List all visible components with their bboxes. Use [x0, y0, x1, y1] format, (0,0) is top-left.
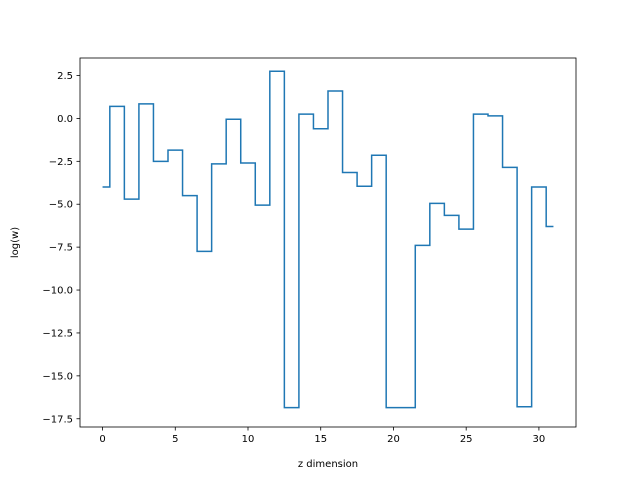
series-line-0	[102, 70, 554, 409]
x-tick-label: 15	[314, 434, 327, 445]
plot-layer	[102, 70, 554, 409]
x-tick-label: 5	[172, 434, 178, 445]
x-tick-label: 10	[242, 434, 255, 445]
y-tick-label: 2.5	[57, 71, 73, 82]
y-tick-label: −17.5	[42, 414, 73, 425]
y-tick-label: 0.0	[57, 114, 73, 125]
x-axis-ticks: 0 5 10 15 20 25 30	[99, 427, 545, 445]
y-tick-label: −10.0	[42, 286, 73, 297]
axes-frame	[79, 57, 577, 428]
y-tick-label: −2.5	[49, 157, 73, 168]
y-tick-label: −7.5	[49, 243, 73, 254]
y-axis-label: log(w)	[10, 227, 21, 258]
y-tick-label: −12.5	[42, 328, 73, 339]
x-tick-label: 0	[99, 434, 105, 445]
x-axis-label: z dimension	[298, 459, 358, 470]
y-tick-label: −15.0	[42, 371, 73, 382]
y-axis-ticks: 2.5 0.0 −2.5 −5.0 −7.5 −10.0 −12.5 −15.0 −17.5	[42, 71, 80, 425]
y-tick-label: −5.0	[49, 200, 73, 211]
x-tick-label: 25	[460, 434, 473, 445]
x-tick-label: 20	[387, 434, 400, 445]
x-tick-label: 30	[533, 434, 546, 445]
